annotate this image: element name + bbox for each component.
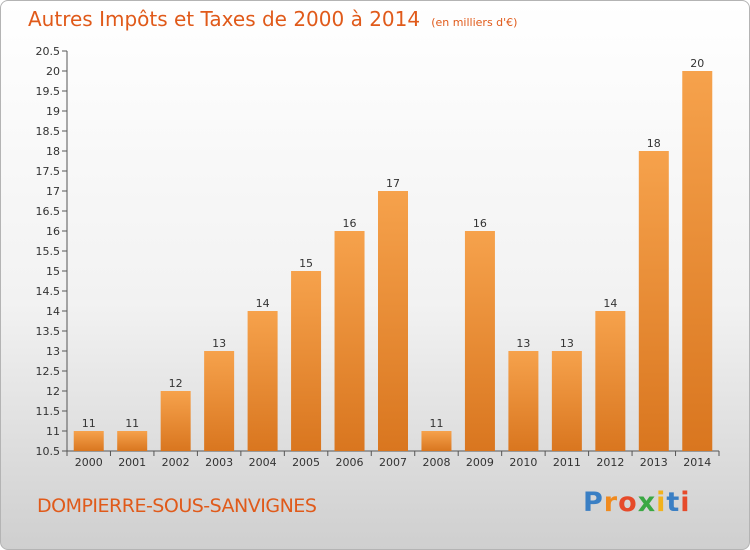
bar-value-label: 11 <box>82 417 96 430</box>
y-tick-label: 17 <box>46 185 60 198</box>
x-tick-label: 2007 <box>379 456 407 469</box>
bar-value-label: 16 <box>473 217 487 230</box>
x-tick-label: 2014 <box>683 456 711 469</box>
bar <box>551 351 582 451</box>
bar-value-label: 17 <box>386 177 400 190</box>
bar-value-label: 11 <box>429 417 443 430</box>
x-tick-label: 2004 <box>249 456 277 469</box>
bar-value-label: 13 <box>212 337 226 350</box>
x-tick-label: 2001 <box>118 456 146 469</box>
y-tick-label: 15 <box>46 265 60 278</box>
bar <box>291 271 322 451</box>
y-tick-label: 12 <box>46 385 60 398</box>
bar <box>421 431 452 451</box>
bar-value-label: 15 <box>299 257 313 270</box>
bar <box>378 191 408 451</box>
y-tick-label: 12.5 <box>36 365 61 378</box>
x-tick-label: 2012 <box>596 456 624 469</box>
logo-letter: i <box>656 487 667 518</box>
proxiti-logo: Proxiti <box>583 487 691 518</box>
bar-value-label: 18 <box>647 137 661 150</box>
y-tick-label: 18.5 <box>36 125 61 138</box>
x-tick-label: 2013 <box>640 456 668 469</box>
y-tick-label: 14.5 <box>36 285 61 298</box>
bar <box>638 151 669 451</box>
bar-value-label: 13 <box>560 337 574 350</box>
bar <box>464 231 495 451</box>
bar-value-label: 13 <box>516 337 530 350</box>
y-tick-label: 16 <box>46 225 60 238</box>
bar-value-label: 14 <box>256 297 270 310</box>
logo-letter: P <box>583 487 604 518</box>
y-tick-label: 13.5 <box>36 325 61 338</box>
logo-letter: t <box>666 487 681 518</box>
city-name: DOMPIERRE-SOUS-SANVIGNES <box>37 495 317 517</box>
logo-letter: o <box>618 487 638 518</box>
bar <box>117 431 148 451</box>
bar-value-label: 20 <box>690 57 704 70</box>
x-tick-label: 2002 <box>162 456 190 469</box>
y-tick-label: 19.5 <box>36 85 61 98</box>
x-tick-label: 2008 <box>422 456 450 469</box>
y-tick-label: 13 <box>46 345 60 358</box>
x-tick-label: 2010 <box>509 456 537 469</box>
chart-title: Autres Impôts et Taxes de 2000 à 2014 <box>28 7 421 31</box>
y-tick-label: 17.5 <box>36 165 61 178</box>
y-tick-label: 11 <box>46 425 60 438</box>
bar-value-label: 16 <box>343 217 357 230</box>
logo-letter: x <box>637 487 657 518</box>
y-tick-label: 19 <box>46 105 60 118</box>
bar <box>508 351 539 451</box>
bar <box>160 391 191 451</box>
data-labels: 11 11 12 13 14 15 16 17 11 16 13 13 14 18 20 <box>82 57 705 430</box>
x-tick-label: 2003 <box>205 456 233 469</box>
y-axis: 10.5 11 11.5 12 12.5 13 13.5 14 14.5 15 15.5 16 16.5… <box>36 45 68 458</box>
bar <box>595 311 626 451</box>
bar <box>247 311 278 451</box>
x-tick-label: 2011 <box>553 456 581 469</box>
logo-letter: i <box>680 487 691 518</box>
x-axis: 2000 2001 2002 2003 2004 2005 2006 2007 2008 2009… <box>66 450 720 469</box>
logo-letter: r <box>603 487 619 518</box>
y-tick-label: 16.5 <box>36 205 61 218</box>
bar-value-label: 12 <box>169 377 183 390</box>
chart-title-group: Autres Impôts et Taxes de 2000 à 2014 (e… <box>28 7 517 31</box>
bar <box>334 231 365 451</box>
bar <box>204 351 235 451</box>
bar-series <box>73 71 713 451</box>
y-tick-label: 20 <box>46 65 60 78</box>
bar <box>73 431 104 451</box>
y-tick-label: 15.5 <box>36 245 61 258</box>
x-tick-label: 2005 <box>292 456 320 469</box>
chart-subtitle: (en milliers d'€) <box>431 16 518 29</box>
x-tick-label: 2000 <box>75 456 103 469</box>
bar-value-label: 14 <box>603 297 617 310</box>
bar <box>682 71 713 451</box>
y-tick-label: 18 <box>46 145 60 158</box>
y-tick-label: 11.5 <box>36 405 61 418</box>
x-tick-label: 2009 <box>466 456 494 469</box>
y-tick-label: 20.5 <box>36 45 61 58</box>
y-tick-label: 14 <box>46 305 60 318</box>
bar-value-label: 11 <box>125 417 139 430</box>
y-tick-label: 10.5 <box>36 445 61 458</box>
x-tick-label: 2006 <box>336 456 364 469</box>
